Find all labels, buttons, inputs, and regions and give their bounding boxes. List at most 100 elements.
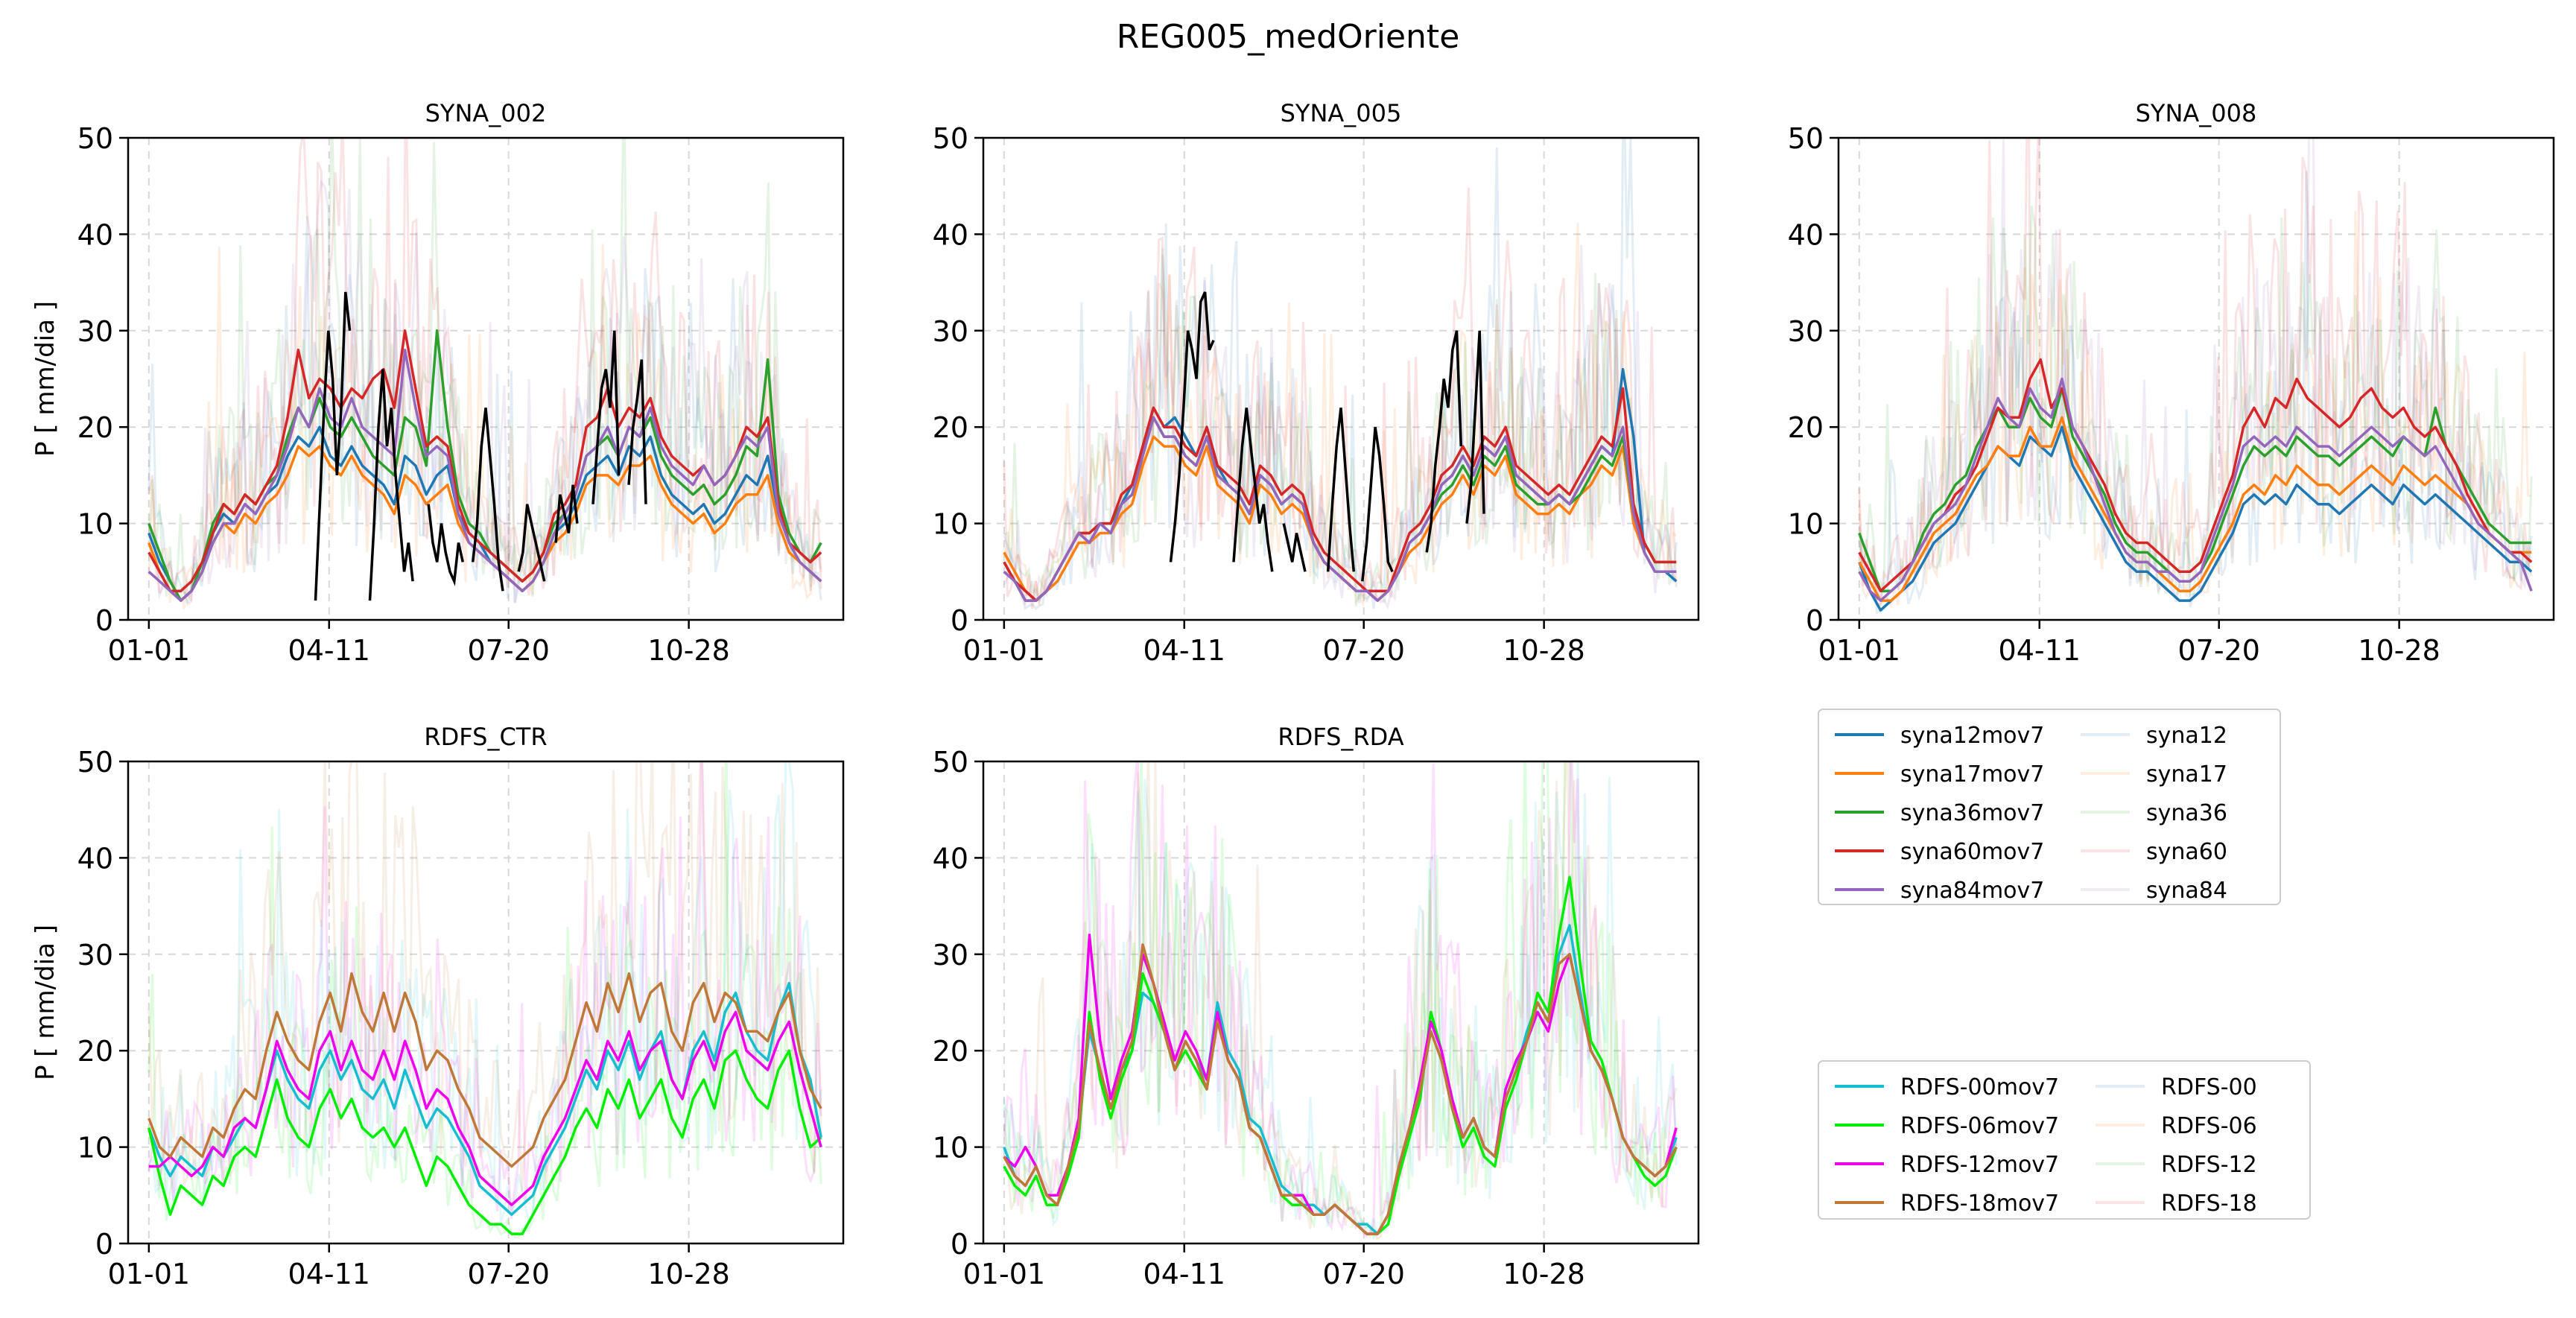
legend-label: syna17 <box>2146 761 2227 788</box>
series-syna17mov7 <box>1858 416 2532 602</box>
legend-label: RDFS-12mov7 <box>1900 1152 2059 1178</box>
observed-line <box>1232 408 1274 572</box>
legend-label: RDFS-00 <box>2161 1074 2257 1100</box>
y-tick-label: 40 <box>77 218 113 251</box>
series-RDFS-18mov7 <box>1003 943 1678 1235</box>
x-tick-label: 01-01 <box>108 634 190 667</box>
x-tick-label: 10-28 <box>1503 634 1584 667</box>
x-tick-label: 01-01 <box>1818 634 1900 667</box>
series-RDFS-12mov7 <box>148 1010 822 1206</box>
x-tick-label: 04-11 <box>1143 1258 1225 1290</box>
y-tick-label: 50 <box>933 746 968 779</box>
legend-label: syna12mov7 <box>1900 723 2044 749</box>
legend-label: RDFS-12 <box>2161 1152 2257 1178</box>
raw-series-line <box>1003 222 1678 608</box>
observed-line <box>517 504 546 582</box>
legend-label: RDFS-06mov7 <box>1900 1113 2059 1139</box>
panel-syna_005: 0 10 20 30 40 50 01-01 04-11 07-20 10-28 SYNA_005 <box>933 99 1700 667</box>
panel-title: SYNA_008 <box>2136 99 2257 127</box>
y-tick-label: 20 <box>77 411 113 444</box>
observed-line <box>627 359 647 504</box>
y-tick-label: 0 <box>951 604 968 637</box>
legend-label: syna17mov7 <box>1900 761 2044 788</box>
plot-area <box>1003 138 1678 610</box>
x-tick-label: 10-28 <box>647 634 729 667</box>
x-tick-label: 10-28 <box>2358 634 2440 667</box>
y-tick-label: 10 <box>933 508 968 541</box>
legend-label: syna84mov7 <box>1900 878 2044 904</box>
raw-series-line <box>1858 138 2533 601</box>
legend-label: syna36mov7 <box>1900 800 2044 826</box>
y-tick-label: 20 <box>933 1035 968 1068</box>
y-tick-label: 10 <box>1788 508 1824 541</box>
observed-line <box>368 369 414 601</box>
y-tick-label: 30 <box>933 939 968 972</box>
y-tick-label: 40 <box>1788 218 1824 251</box>
raw-series-line <box>1003 138 1678 610</box>
raw-series-line <box>147 761 822 1224</box>
series-RDFS-18mov7 <box>147 972 822 1168</box>
panel-title: RDFS_CTR <box>424 723 547 751</box>
panel-syna_008: 0 10 20 30 40 50 01-01 04-11 07-20 10-28 SYNA_008 <box>1788 99 2555 667</box>
legend-label: syna84 <box>2146 878 2227 904</box>
legends-group: syna12mov7 syna17mov7 syna36mov7 syna60mov7… <box>1818 709 2311 1220</box>
plot-area <box>1858 138 2533 615</box>
y-tick-label: 30 <box>1788 315 1824 348</box>
y-tick-label: 0 <box>95 604 113 637</box>
x-tick-label: 01-01 <box>963 634 1045 667</box>
panel-frame <box>982 136 1700 621</box>
y-axis-label: P [ mm/dia ] <box>31 301 60 457</box>
panels-group: 0 10 20 30 40 50 01-01 04-11 07-20 10-28 SYNA_002 P… <box>31 99 2555 1290</box>
series-syna60mov7 <box>1003 387 1677 602</box>
observed-line <box>471 408 504 592</box>
observed-line <box>1169 291 1215 563</box>
raw-series-line <box>147 761 822 1192</box>
x-tick-label: 07-20 <box>1323 634 1405 667</box>
raw-series-line <box>147 761 822 1220</box>
x-tick-label: 04-11 <box>288 1258 370 1290</box>
raw-series-line <box>1858 138 2533 606</box>
legend-box <box>1818 709 2281 905</box>
panel-syna_002: 0 10 20 30 40 50 01-01 04-11 07-20 10-28 SYNA_002 P… <box>31 99 845 667</box>
observed-line <box>1361 426 1394 582</box>
y-tick-label: 40 <box>933 842 968 875</box>
y-tick-label: 20 <box>77 1035 113 1068</box>
y-tick-label: 10 <box>933 1132 968 1165</box>
legend-label: RDFS-00mov7 <box>1900 1074 2059 1100</box>
legend-label: syna60mov7 <box>1900 839 2044 865</box>
raw-series-line <box>147 179 822 607</box>
legend-box <box>1818 1060 2311 1220</box>
observed-line <box>1425 330 1463 553</box>
x-tick-label: 04-11 <box>288 634 370 667</box>
raw-series-line <box>1003 244 1678 610</box>
panel-frame <box>127 760 845 1245</box>
figure-title: REG005_medOriente <box>1117 18 1460 56</box>
observed-line <box>1282 523 1307 572</box>
x-tick-label: 07-20 <box>2178 634 2260 667</box>
raw-series-line <box>1003 761 1678 1238</box>
x-tick-label: 01-01 <box>108 1258 190 1290</box>
series-syna84mov7 <box>1003 416 1677 602</box>
y-tick-label: 30 <box>77 315 113 348</box>
y-tick-label: 30 <box>77 939 113 972</box>
panel-title: SYNA_002 <box>425 99 547 127</box>
series-RDFS-06mov7 <box>147 1049 822 1235</box>
y-tick-label: 0 <box>95 1228 113 1261</box>
panel-rdfs_ctr: 0 10 20 30 40 50 01-01 04-11 07-20 10-28 RDFS_CTR P… <box>31 723 845 1290</box>
observed-line <box>427 504 465 586</box>
legend-label: RDFS-18mov7 <box>1900 1191 2059 1217</box>
y-tick-label: 20 <box>1788 411 1824 444</box>
legend-label: syna12 <box>2146 723 2227 749</box>
x-tick-label: 10-28 <box>1503 1258 1584 1290</box>
raw-series-line <box>1003 761 1678 1241</box>
panel-frame <box>127 136 845 621</box>
legend-label: RDFS-18 <box>2161 1191 2257 1217</box>
y-tick-label: 50 <box>77 746 113 779</box>
x-tick-label: 04-11 <box>1143 634 1225 667</box>
x-tick-label: 07-20 <box>468 634 550 667</box>
raw-series-line <box>1858 171 2533 615</box>
y-tick-label: 40 <box>933 218 968 251</box>
plot-area <box>147 761 822 1240</box>
observed-line <box>314 291 352 601</box>
